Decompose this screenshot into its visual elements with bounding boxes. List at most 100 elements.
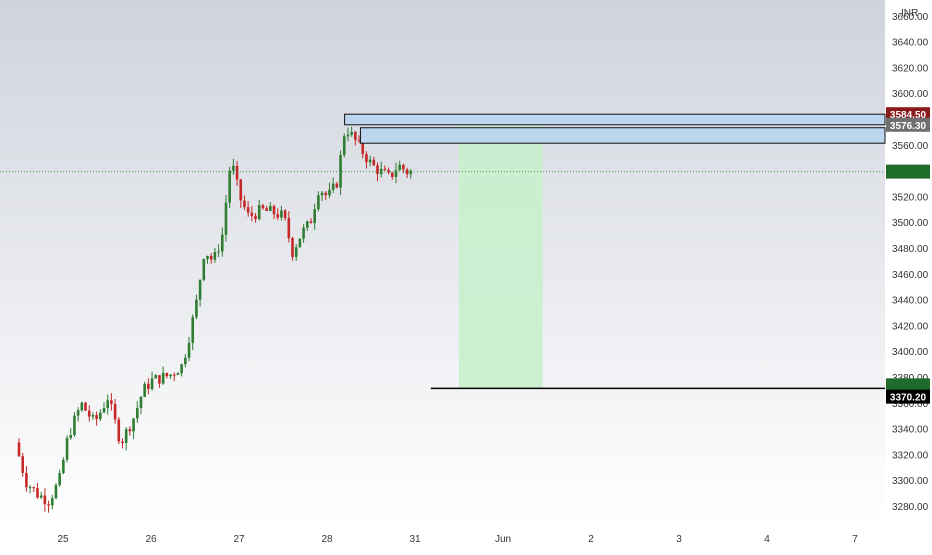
candle-body[interactable] [209, 255, 213, 260]
candle-body[interactable] [135, 407, 139, 419]
candle-body[interactable] [357, 140, 361, 142]
candle-body[interactable] [394, 170, 398, 177]
candle-body[interactable] [269, 206, 272, 211]
candle-body[interactable] [342, 136, 346, 155]
candle-body[interactable] [232, 165, 235, 171]
candle-body[interactable] [117, 419, 121, 442]
candle-body[interactable] [206, 255, 209, 260]
candle-body[interactable] [169, 374, 172, 377]
candle-body[interactable] [198, 279, 202, 300]
candle-body[interactable] [265, 208, 268, 211]
candle-body[interactable] [213, 252, 217, 260]
candle-body[interactable] [257, 205, 261, 220]
candle-body[interactable] [124, 429, 128, 444]
candle-body[interactable] [54, 485, 58, 499]
candle-body[interactable] [36, 488, 39, 498]
candle-body[interactable] [235, 165, 239, 180]
candle-body[interactable] [28, 487, 32, 489]
candle-body[interactable] [176, 373, 180, 376]
candle-body[interactable] [50, 498, 54, 506]
resistance-zone[interactable] [344, 113, 886, 126]
target-zone[interactable] [459, 122, 543, 389]
candle-body[interactable] [25, 472, 28, 488]
candle-body[interactable] [276, 214, 280, 218]
candle-body[interactable] [80, 402, 84, 411]
candle-body[interactable] [187, 342, 191, 358]
candle-body[interactable] [365, 154, 368, 163]
candle-body[interactable] [150, 378, 154, 389]
candle-body[interactable] [110, 400, 113, 404]
candle-body[interactable] [62, 459, 65, 474]
time-axis-panel[interactable] [0, 525, 885, 550]
resistance-zone[interactable] [359, 127, 886, 144]
candle-body[interactable] [158, 375, 161, 384]
candle-body[interactable] [191, 317, 195, 343]
candle-body[interactable] [243, 200, 246, 208]
candle-body[interactable] [320, 192, 324, 196]
candle-body[interactable] [47, 504, 50, 506]
candle-body[interactable] [172, 374, 176, 376]
candle-body[interactable] [39, 495, 43, 498]
candle-body[interactable] [398, 164, 401, 171]
candle-body[interactable] [383, 168, 387, 171]
candle-body[interactable] [317, 195, 320, 210]
candle-body[interactable] [180, 364, 183, 374]
candle-body[interactable] [17, 442, 21, 457]
price-axis-panel[interactable] [885, 0, 932, 550]
candle-body[interactable] [361, 140, 365, 155]
candle-body[interactable] [298, 238, 302, 248]
candle-body[interactable] [195, 299, 198, 318]
candle-body[interactable] [69, 435, 73, 438]
candle-body[interactable] [121, 441, 124, 444]
candle-body[interactable] [202, 259, 206, 280]
candle-body[interactable] [291, 238, 294, 257]
candle-body[interactable] [387, 170, 390, 173]
candle-body[interactable] [58, 473, 61, 486]
candle-body[interactable] [346, 134, 350, 137]
candle-body[interactable] [280, 210, 283, 218]
candle-body[interactable] [99, 412, 102, 420]
candle-body[interactable] [313, 209, 316, 224]
candle-body[interactable] [143, 383, 146, 397]
candle-body[interactable] [161, 372, 165, 384]
candle-body[interactable] [147, 383, 150, 389]
candle-body[interactable] [368, 159, 372, 163]
candle-body[interactable] [65, 437, 69, 460]
candle-body[interactable] [102, 407, 106, 413]
candle-body[interactable] [91, 414, 95, 417]
candle-body[interactable] [32, 487, 36, 489]
candle-body[interactable] [294, 247, 298, 257]
candle-body[interactable] [331, 183, 335, 190]
candle-body[interactable] [287, 218, 291, 239]
candle-body[interactable] [165, 372, 169, 377]
candle-body[interactable] [309, 221, 313, 224]
candle-body[interactable] [324, 192, 328, 196]
candle-body[interactable] [305, 221, 309, 228]
candle-body[interactable] [224, 202, 228, 235]
candle-body[interactable] [95, 414, 98, 420]
candle-body[interactable] [132, 418, 135, 432]
candle-body[interactable] [217, 251, 220, 253]
candle-body[interactable] [390, 172, 394, 177]
candle-body[interactable] [302, 227, 305, 239]
candle-body[interactable] [405, 169, 409, 175]
candle-body[interactable] [220, 234, 224, 252]
candle-body[interactable] [73, 415, 76, 436]
candle-body[interactable] [128, 429, 132, 432]
candle-body[interactable] [76, 410, 80, 416]
candle-body[interactable] [228, 170, 231, 203]
candle-body[interactable] [402, 164, 405, 170]
candle-body[interactable] [239, 179, 243, 201]
candle-body[interactable] [254, 215, 257, 220]
candle-body[interactable] [154, 375, 158, 379]
candle-body[interactable] [354, 131, 357, 141]
candle-body[interactable] [139, 396, 143, 408]
candle-body[interactable] [43, 495, 47, 505]
candle-body[interactable] [113, 403, 117, 420]
candle-body[interactable] [409, 170, 413, 175]
candle-body[interactable] [261, 205, 265, 209]
candle-body[interactable] [335, 183, 339, 188]
candle-body[interactable] [376, 165, 379, 175]
candle-body[interactable] [328, 189, 331, 196]
